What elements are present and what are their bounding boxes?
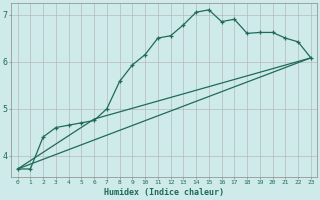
X-axis label: Humidex (Indice chaleur): Humidex (Indice chaleur): [104, 188, 224, 197]
